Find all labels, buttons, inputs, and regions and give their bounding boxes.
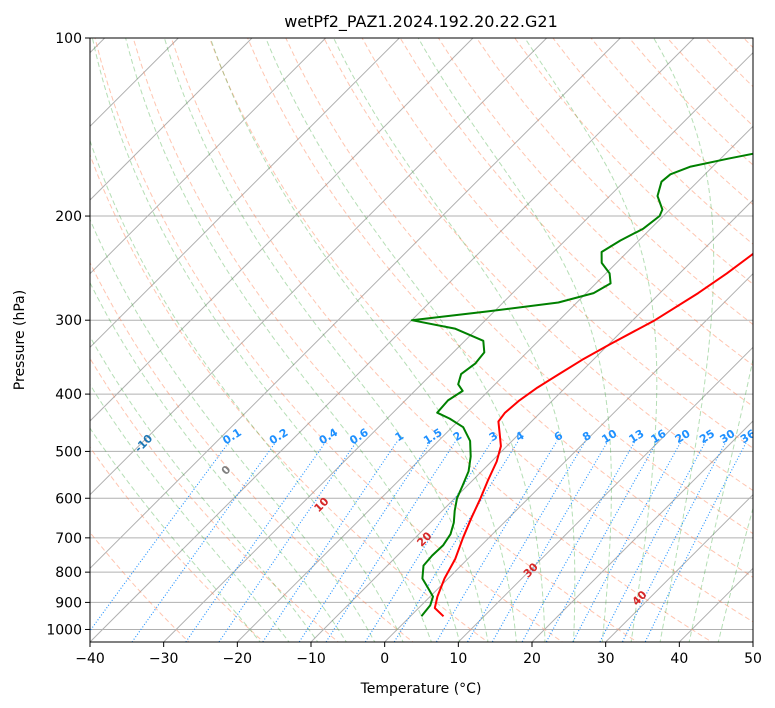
mixing-ratio-line [185, 440, 327, 642]
dry-adiabat-line [90, 153, 489, 642]
isotherm-line [457, 346, 753, 642]
x-tick-label: 30 [597, 651, 615, 667]
isotherm-line [90, 38, 253, 201]
isotherm-line [236, 125, 753, 642]
isotherm-line [384, 272, 753, 642]
moist-adiabat-line [90, 335, 319, 642]
x-tick-label: 0 [380, 651, 389, 667]
isotherm-line [310, 199, 753, 642]
plot-background [90, 38, 753, 642]
isotherm-line [163, 51, 753, 642]
temperature-profile-line [433, 252, 753, 618]
mixing-ratio-line [393, 440, 519, 642]
x-tick-label: 40 [670, 651, 688, 667]
isotherm-line [605, 493, 753, 642]
x-tick-label: −20 [223, 651, 253, 667]
x-tick-label: −10 [296, 651, 326, 667]
y-axis-title: Pressure (hPa) [12, 290, 28, 390]
y-tick-label: 800 [55, 565, 82, 581]
moist-adiabat-line [524, 38, 658, 642]
moist-adiabat-line [417, 38, 612, 642]
plot-frame [89, 37, 754, 643]
x-tick-label: −40 [75, 651, 105, 667]
mixing-ratio-line [90, 440, 231, 632]
x-tick-label: 10 [449, 651, 467, 667]
dewpoint-profile-line [410, 152, 753, 617]
dry-adiabat-line [94, 38, 564, 642]
isotherm-line [90, 38, 474, 422]
mixing-ratio-line [545, 440, 658, 642]
isotherm-line [531, 420, 753, 642]
mixing-ratio-line [131, 440, 278, 642]
moist-adiabat-line [91, 38, 432, 642]
y-tick-label: 100 [55, 31, 82, 47]
y-tick-label: 700 [55, 531, 82, 547]
moist-adiabat-line [265, 38, 546, 642]
y-tick-label: 300 [55, 313, 82, 329]
dry-adiabat-line [209, 38, 753, 623]
moist-adiabat-line [163, 38, 489, 642]
dry-adiabat-line [90, 357, 339, 642]
dry-adiabat-line [361, 38, 753, 449]
y-tick-label: 400 [55, 387, 82, 403]
mixing-ratio-line [466, 440, 586, 642]
mixing-ratio-line [621, 440, 727, 642]
axes: −40 −30 −20 −10 0 10 20 30 40 50 100 200 300 400 500 60… [46, 31, 762, 667]
x-axis-title: Temperature (°C) [360, 681, 482, 697]
mixing-ratio-line [491, 440, 609, 642]
mixing-ratio-line [298, 440, 432, 642]
profile-lines [410, 152, 753, 618]
moist-adiabat-line [653, 38, 715, 642]
moist-adiabat-line [90, 218, 376, 642]
y-tick-label: 900 [55, 595, 82, 611]
moist-adiabat-line [90, 139, 404, 642]
isotherm-line [90, 38, 621, 570]
mixing-ratio-line [364, 440, 493, 642]
isotherm-line [90, 38, 327, 275]
moist-adiabat-line [333, 38, 576, 642]
dry-adiabat-line [476, 38, 753, 326]
mixing-ratio-line [521, 440, 636, 642]
x-tick-label: 20 [523, 651, 541, 667]
dry-adiabat-line [90, 446, 265, 642]
mixing-ratio-line [644, 440, 748, 642]
isotherm-line [90, 38, 400, 349]
chart-title: wetPf2_PAZ1.2024.192.20.22.G21 [284, 12, 558, 32]
dry-adiabat-line [170, 38, 713, 642]
isotherm-line [90, 38, 548, 496]
x-tick-label: −30 [149, 651, 179, 667]
background-lines [90, 38, 753, 642]
isotherm-line [90, 38, 695, 642]
moist-adiabat-line [90, 427, 261, 642]
dry-adiabat-line [437, 38, 753, 366]
y-tick-label: 600 [55, 491, 82, 507]
moist-adiabat-line [90, 383, 290, 642]
isotherm-line [752, 641, 753, 642]
mixing-ratio-line [572, 440, 682, 642]
y-tick-label: 1000 [46, 622, 82, 638]
y-tick-label: 200 [55, 209, 82, 225]
mixing-ratio-line [599, 440, 707, 642]
moist-adiabat-line [125, 38, 461, 642]
dry-adiabat-line [323, 38, 753, 492]
moist-adiabat-line [688, 356, 753, 642]
dry-adiabat-line [90, 261, 414, 642]
moist-adiabat-line [209, 38, 518, 642]
mixing-ratio-line [218, 440, 358, 642]
y-tick-label: 500 [55, 444, 82, 460]
x-tick-label: 50 [744, 651, 762, 667]
dry-adiabat-line [90, 531, 190, 642]
dry-adiabat-line [132, 38, 638, 642]
moist-adiabat-line [717, 506, 753, 642]
mixing-ratio-label: 36 [738, 427, 758, 446]
dry-adiabat-line [285, 38, 753, 535]
